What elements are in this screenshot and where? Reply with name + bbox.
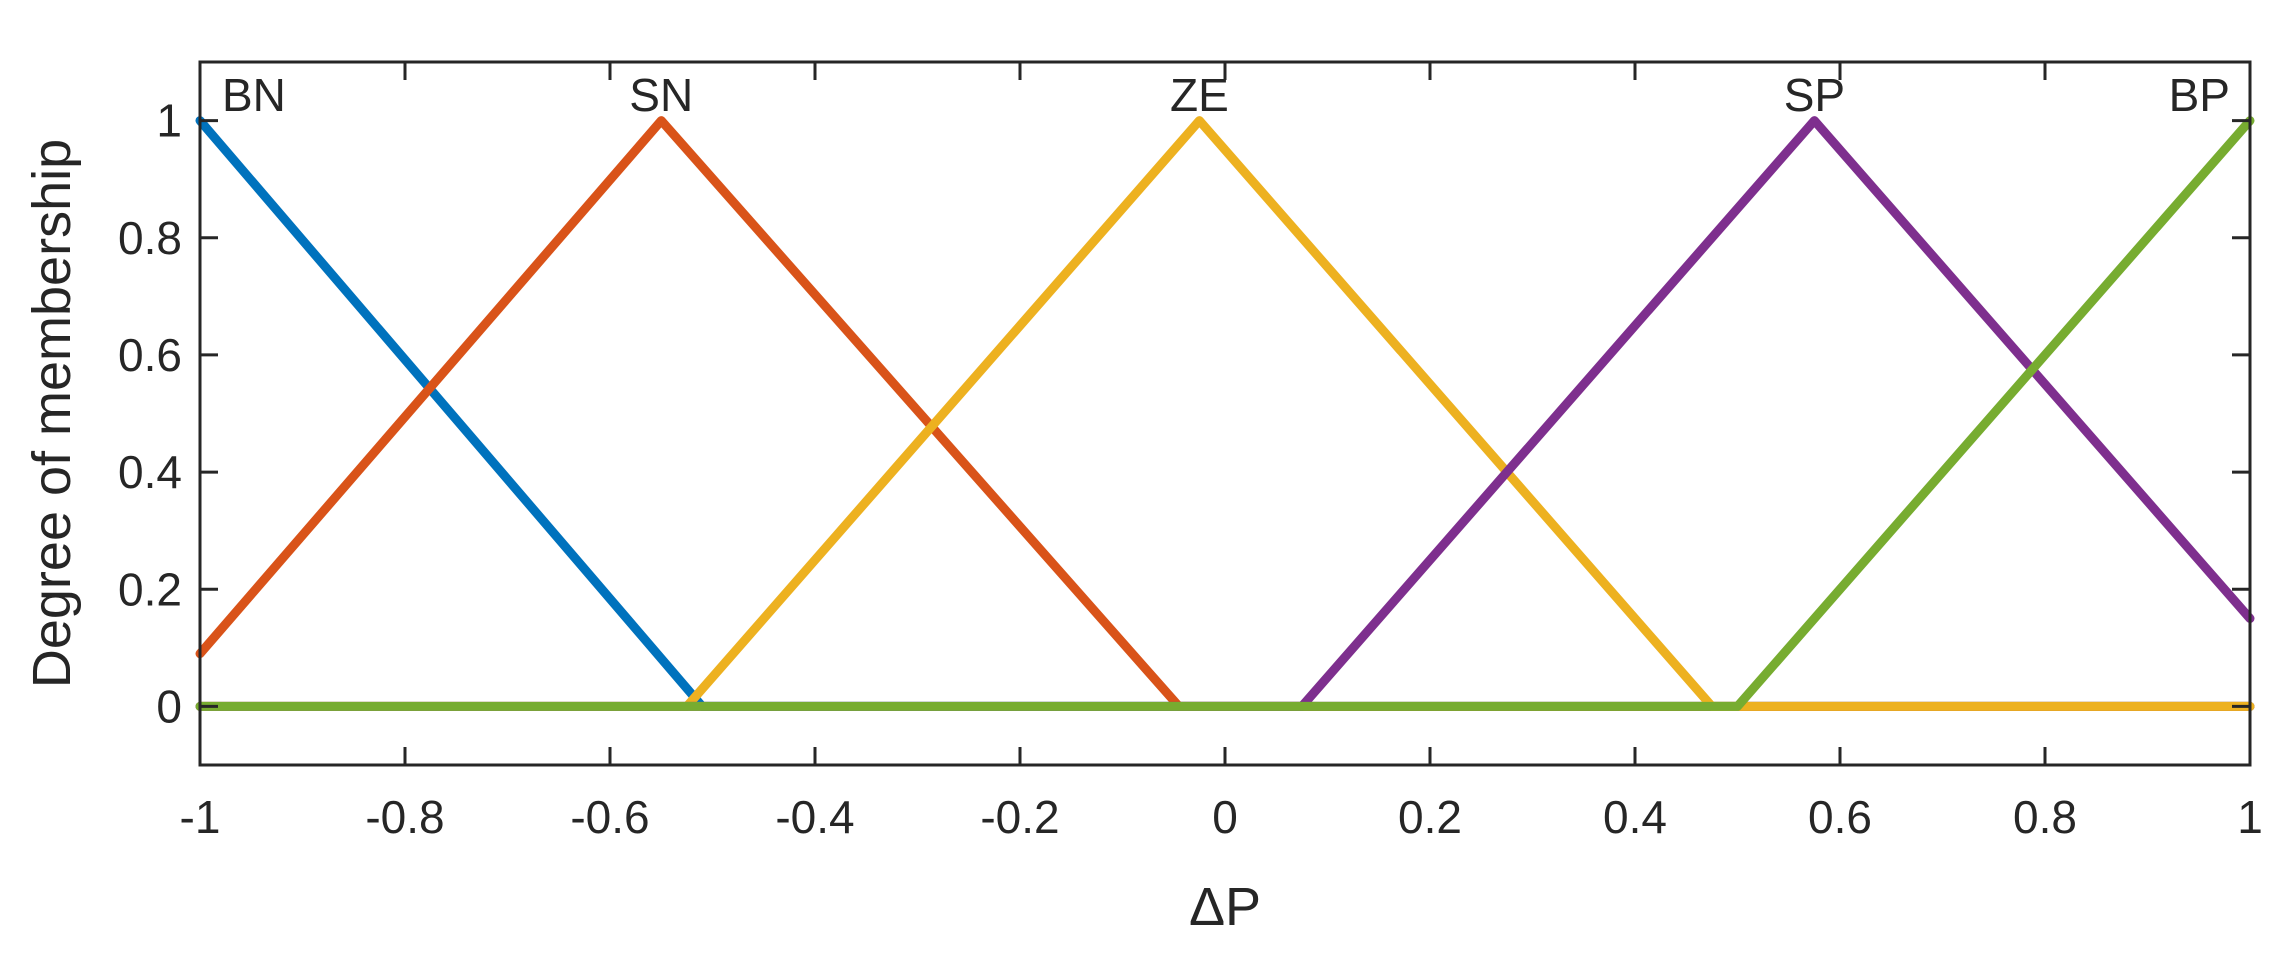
series-line-sn [195,116,2255,711]
x-tick-label: -0.4 [775,791,854,843]
x-tick-label: 0.6 [1808,791,1872,843]
y-tick-label: 0.4 [118,446,182,498]
series-line-sp [195,116,2255,711]
series-line-bn [195,116,2255,711]
series-label-bp: BP [2169,69,2230,121]
y-tick-label: 0.2 [118,563,182,615]
series-label-ze: ZE [1170,69,1229,121]
series-label-sp: SP [1784,69,1845,121]
x-tick-label: 1 [2237,791,2263,843]
series-line-bp [195,116,2255,711]
y-tick-label: 0.8 [118,212,182,264]
series-lines [195,116,2255,711]
x-tick-label: -1 [180,791,221,843]
y-tick-label: 0 [156,680,182,732]
x-tick-label: 0.8 [2013,791,2077,843]
y-axis-title: Degree of membership [22,139,82,688]
y-tick-label: 1 [156,95,182,147]
series-label-sn: SN [629,69,693,121]
x-tick-label: -0.8 [365,791,444,843]
x-tick-label: 0.2 [1398,791,1462,843]
plot-frame [198,60,2252,767]
axis-ticks [198,62,2252,765]
x-tick-label: 0 [1212,791,1238,843]
y-tick-label: 0.6 [118,329,182,381]
x-tick-label: -0.2 [980,791,1059,843]
x-tick-label: -0.6 [570,791,649,843]
series-line-ze [195,116,2255,711]
series-label-bn: BN [222,69,286,121]
axis-tick-labels: -1 -0.8 -0.6 -0.4 -0.2 0 0.2 0.4 0.6 0.8 1 0 0.2 0.4 0… [118,95,2263,843]
x-tick-label: 0.4 [1603,791,1667,843]
x-axis-title: ΔP [1189,877,1261,937]
series-labels: BN SN ZE SP BP [222,69,2230,121]
